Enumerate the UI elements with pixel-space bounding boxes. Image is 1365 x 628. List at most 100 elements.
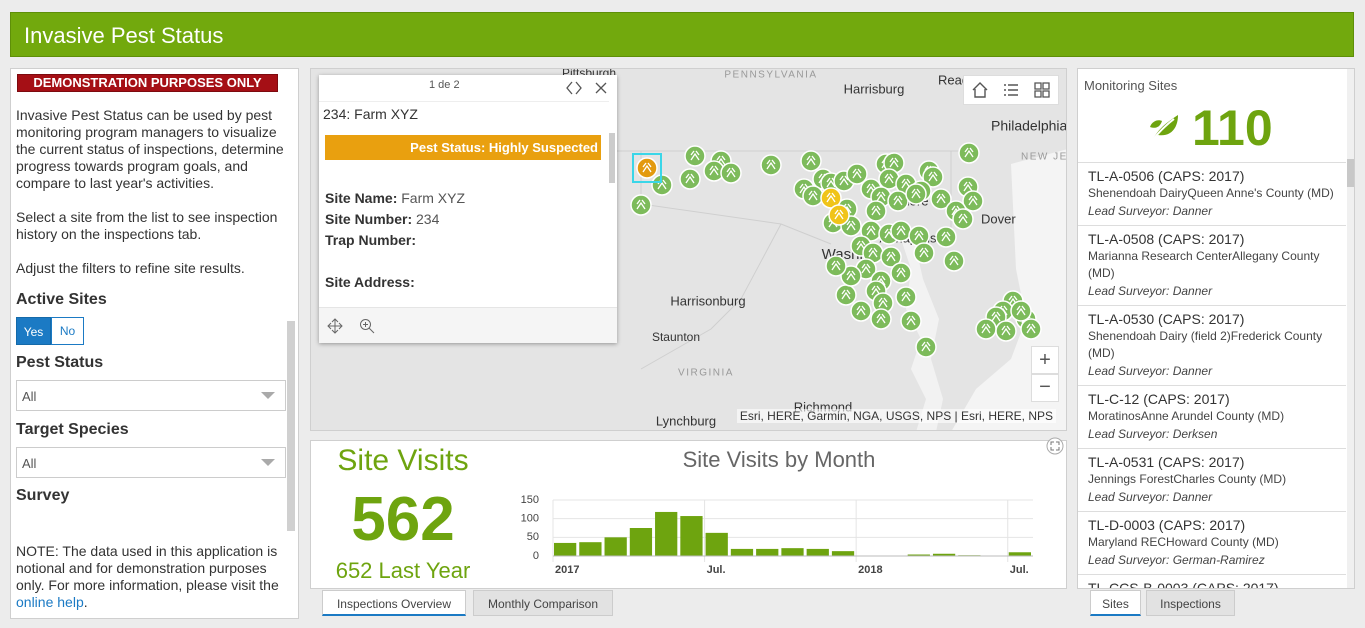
- bay: [901, 239, 943, 430]
- marker-glyph: [1001, 325, 1011, 336]
- marker-glyph: [958, 213, 968, 224]
- tab[interactable]: Monthly Comparison: [473, 590, 613, 616]
- site-marker: [720, 162, 742, 184]
- marker-glyph: [884, 173, 894, 184]
- site-list: TL-A-0506 (CAPS: 2017) Shenendoah DairyQu…: [1078, 162, 1346, 588]
- marker-glyph: [886, 251, 896, 262]
- field-label: Site Address:: [325, 274, 415, 290]
- site-marker: [870, 308, 892, 330]
- popup-body: 234: Farm XYZ Pest Status: Highly Suspec…: [319, 101, 609, 306]
- marker-glyph: [893, 195, 903, 206]
- zoom-to-button[interactable]: [359, 318, 375, 334]
- zoom-in[interactable]: +: [1031, 346, 1059, 374]
- marker-glyph: [949, 255, 959, 266]
- marker-glyph: [871, 205, 881, 216]
- help-link[interactable]: online help: [16, 594, 84, 610]
- site-marker: [825, 255, 847, 277]
- site-location: Maryland RECHoward County (MD): [1088, 535, 1279, 549]
- monitoring-count: 110: [1192, 100, 1273, 156]
- site-id: TL-A-0530 (CAPS: 2017): [1088, 311, 1245, 327]
- marker-glyph: [968, 195, 978, 206]
- popup: 1 de 2 234: Farm XYZ Pest Status: Highly…: [319, 75, 617, 343]
- popup-controls[interactable]: [564, 80, 614, 96]
- zoom-out[interactable]: −: [1031, 374, 1059, 402]
- marker-glyph: [685, 173, 695, 184]
- marker-glyph: [876, 313, 886, 324]
- home-button[interactable]: [971, 81, 989, 99]
- site-item[interactable]: TL-A-0506 (CAPS: 2017) Shenendoah DairyQu…: [1078, 163, 1346, 226]
- toggle-yes[interactable]: Yes: [16, 317, 51, 345]
- pan-button[interactable]: [327, 318, 343, 334]
- site-marker: [935, 226, 957, 248]
- border: [611, 150, 971, 370]
- toggle-no[interactable]: No: [51, 317, 84, 345]
- site-marker: [958, 142, 980, 164]
- site-item[interactable]: TL-D-0003 (CAPS: 2017) Maryland RECHoward…: [1078, 512, 1346, 575]
- marker-glyph: [806, 155, 816, 166]
- marker-glyph: [852, 168, 862, 179]
- place-label: Lynchburg: [656, 413, 716, 428]
- site-marker: [915, 336, 937, 358]
- site-marker: [975, 318, 997, 340]
- dropdown[interactable]: All: [16, 380, 286, 411]
- marker-glyph: [868, 247, 878, 258]
- marker-glyph: [896, 225, 906, 236]
- description: Adjust the filters to refine site result…: [16, 260, 245, 276]
- marker-glyph: [876, 191, 886, 202]
- visits-panel: Site Visits 562 652 Last Year: [310, 437, 1067, 589]
- field-row: Site Address:: [325, 272, 465, 293]
- tab[interactable]: Inspections: [1146, 590, 1235, 616]
- selection-box: [632, 153, 662, 183]
- site-item[interactable]: TL-A-0531 (CAPS: 2017) Jennings ForestCha…: [1078, 449, 1346, 512]
- site-item[interactable]: TL-C-12 (CAPS: 2017) MoratinosAnne Arunde…: [1078, 386, 1346, 449]
- marker-glyph: [839, 175, 849, 186]
- place-label: Dover: [981, 211, 1016, 226]
- site-marker: [890, 262, 912, 284]
- site-item[interactable]: TL-A-0530 (CAPS: 2017) Shenendoah Dairy (…: [1078, 306, 1346, 386]
- tab-active[interactable]: Inspections Overview: [322, 590, 466, 616]
- legend-button[interactable]: [1002, 81, 1020, 99]
- tab-active[interactable]: Sites: [1090, 590, 1141, 616]
- note: NOTE: The data used in this application …: [16, 543, 291, 611]
- site-marker: [846, 163, 868, 185]
- side-panel: DEMONSTRATION PURPOSES ONLY Invasive Pes…: [10, 68, 299, 619]
- basemap-button[interactable]: [1033, 81, 1051, 99]
- site-marker: [679, 168, 701, 190]
- site-marker: [835, 284, 857, 306]
- filter-label: Target Species: [16, 421, 129, 438]
- note-end: .: [83, 594, 88, 610]
- marker-glyph: [766, 159, 776, 170]
- site-surveyor: Lead Surveyor: German-Ramirez: [1088, 553, 1265, 567]
- marker-glyph: [808, 190, 818, 201]
- expand-button[interactable]: [1046, 437, 1064, 455]
- place-label: Staunton: [652, 330, 700, 344]
- marker-glyph: [726, 167, 736, 178]
- field-value: Farm XYZ: [401, 190, 466, 206]
- popup-title: 234: Farm XYZ: [323, 106, 418, 122]
- dropdown[interactable]: All: [16, 447, 286, 478]
- site-marker: [943, 250, 965, 272]
- status-bar: Pest Status: Highly Suspected: [325, 135, 601, 160]
- scroll-thumb: [1347, 159, 1354, 187]
- marker-glyph: [846, 220, 856, 231]
- field-label: Site Number:: [325, 211, 413, 227]
- visits-title: Site Visits: [337, 444, 469, 477]
- marker-glyph: [964, 147, 974, 158]
- marker-glyph: [642, 162, 652, 173]
- marker-glyph: [690, 150, 700, 161]
- site-marker: [922, 166, 944, 188]
- marker-glyph: [871, 285, 881, 296]
- place-label: VIRGINIA: [678, 368, 734, 379]
- site-item[interactable]: TL-A-0508 (CAPS: 2017) Marianna Research …: [1078, 226, 1346, 306]
- field-row: Site Name: Farm XYZ: [325, 188, 465, 209]
- site-item[interactable]: TL-CCS-B-0003 (CAPS: 2017): [1078, 575, 1346, 588]
- filter-label: Pest Status: [16, 354, 104, 371]
- map[interactable]: PittsburghPENNSYLVANIAHarrisburgReadingP…: [311, 69, 1067, 431]
- site-marker: [1010, 300, 1032, 322]
- popup-pager: 1 de 2: [429, 79, 460, 91]
- note-text: NOTE: The data used in this application …: [16, 543, 279, 593]
- marker-glyph: [856, 305, 866, 316]
- field-label: Site Name:: [325, 190, 398, 206]
- marker-glyph: [981, 323, 991, 334]
- site-surveyor: Lead Surveyor: Danner: [1088, 364, 1213, 378]
